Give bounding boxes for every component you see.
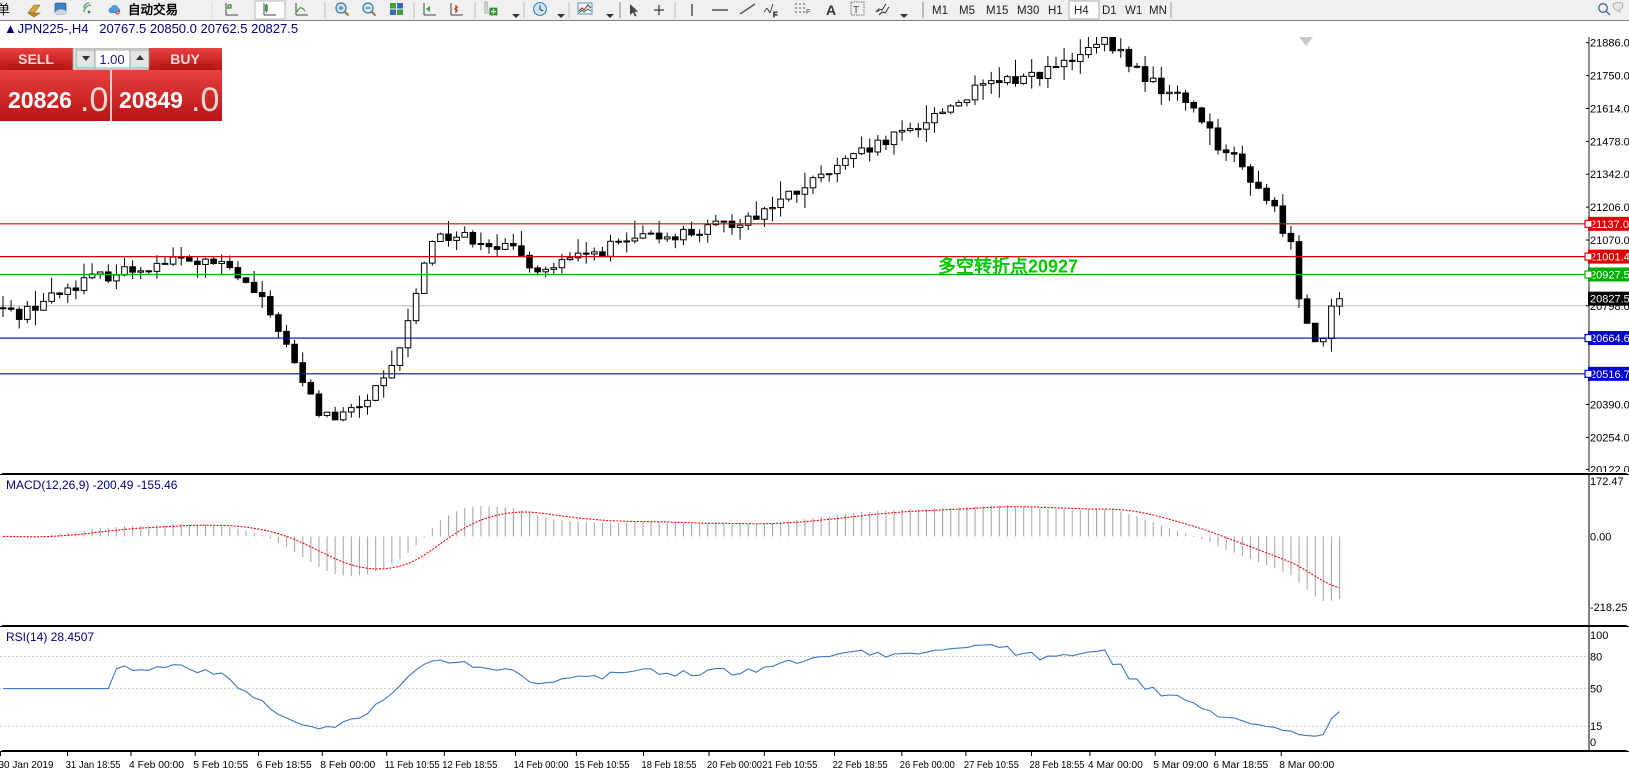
- svg-text:21 Feb 10:55: 21 Feb 10:55: [762, 760, 817, 771]
- svg-text:172.47: 172.47: [1590, 476, 1624, 488]
- svg-text:20927.5: 20927.5: [1590, 269, 1629, 281]
- svg-text:H4: H4: [1074, 5, 1089, 17]
- svg-text:20827.5: 20827.5: [1590, 294, 1629, 306]
- svg-text:-218.25: -218.25: [1590, 602, 1627, 614]
- svg-text:21001.4: 21001.4: [1590, 252, 1629, 264]
- svg-text:6 Mar 18:55: 6 Mar 18:55: [1213, 760, 1268, 771]
- svg-text:6 Feb 18:55: 6 Feb 18:55: [257, 760, 312, 771]
- svg-text:14 Feb 00:00: 14 Feb 00:00: [514, 760, 569, 771]
- svg-text:21342.0: 21342.0: [1590, 169, 1629, 181]
- svg-text:F: F: [806, 9, 810, 16]
- svg-text:27 Feb 10:55: 27 Feb 10:55: [964, 760, 1019, 771]
- svg-text:MN: MN: [1149, 5, 1167, 17]
- svg-text:多空转折点20927: 多空转折点20927: [938, 255, 1078, 276]
- svg-text:.0: .0: [80, 81, 108, 119]
- svg-text:D1: D1: [1102, 5, 1117, 17]
- svg-text:20849: 20849: [119, 87, 183, 113]
- svg-text:26 Feb 00:00: 26 Feb 00:00: [900, 760, 955, 771]
- svg-text:8 Mar 00:00: 8 Mar 00:00: [1279, 760, 1334, 771]
- svg-text:18 Feb 18:55: 18 Feb 18:55: [642, 760, 697, 771]
- svg-text:30 Jan 2019: 30 Jan 2019: [0, 760, 54, 771]
- svg-text:15 Feb 10:55: 15 Feb 10:55: [574, 760, 629, 771]
- svg-text:4 Mar 00:00: 4 Mar 00:00: [1088, 760, 1143, 771]
- svg-text:自动交易: 自动交易: [128, 2, 178, 17]
- svg-text:5 Feb 10:55: 5 Feb 10:55: [193, 760, 248, 771]
- svg-text:20390.0: 20390.0: [1590, 399, 1629, 411]
- svg-text:21137.0: 21137.0: [1590, 219, 1629, 231]
- svg-text:W1: W1: [1125, 5, 1142, 17]
- svg-text:M15: M15: [986, 5, 1008, 17]
- svg-text:80: 80: [1590, 651, 1602, 663]
- svg-text:20122.0: 20122.0: [1590, 464, 1629, 472]
- svg-text:M30: M30: [1017, 5, 1039, 17]
- svg-text:20664.6: 20664.6: [1590, 333, 1629, 345]
- svg-text:5 Mar 09:00: 5 Mar 09:00: [1153, 760, 1208, 771]
- svg-text:20 Feb 00:00: 20 Feb 00:00: [707, 760, 762, 771]
- svg-text:50: 50: [1590, 684, 1602, 696]
- svg-text:21614.0: 21614.0: [1590, 103, 1629, 115]
- svg-text:21886.0: 21886.0: [1590, 38, 1629, 50]
- svg-text:BUY: BUY: [170, 51, 200, 67]
- svg-text:100: 100: [1590, 630, 1608, 642]
- svg-text:SELL: SELL: [18, 51, 54, 67]
- svg-text:MACD(12,26,9) -200.49 -155.46: MACD(12,26,9) -200.49 -155.46: [6, 478, 178, 492]
- svg-text:M5: M5: [959, 5, 975, 17]
- svg-text:RSI(14) 28.4507: RSI(14) 28.4507: [6, 630, 94, 644]
- svg-text:20516.7: 20516.7: [1590, 369, 1629, 381]
- svg-text:4 Feb 00:00: 4 Feb 00:00: [129, 760, 184, 771]
- svg-text:8 Feb 00:00: 8 Feb 00:00: [320, 760, 375, 771]
- svg-text:1.00: 1.00: [99, 52, 124, 67]
- svg-text:21206.0: 21206.0: [1590, 202, 1629, 214]
- svg-text:0: 0: [1590, 737, 1596, 749]
- svg-text:20254.0: 20254.0: [1590, 432, 1629, 444]
- svg-text:21478.0: 21478.0: [1590, 136, 1629, 148]
- svg-text:单: 单: [0, 2, 10, 17]
- svg-text:15: 15: [1590, 721, 1602, 733]
- svg-text:M1: M1: [932, 5, 948, 17]
- svg-text:.0: .0: [191, 81, 219, 119]
- svg-text:T: T: [853, 5, 859, 16]
- svg-text:11 Feb 10:55: 11 Feb 10:55: [385, 760, 440, 771]
- svg-text:21750.0: 21750.0: [1590, 71, 1629, 83]
- svg-text:12 Feb 18:55: 12 Feb 18:55: [442, 760, 497, 771]
- svg-text:F: F: [773, 12, 777, 19]
- svg-text:31 Jan 18:55: 31 Jan 18:55: [66, 760, 121, 771]
- svg-text:0.00: 0.00: [1590, 531, 1611, 543]
- svg-text:A: A: [826, 2, 836, 18]
- svg-text:20826: 20826: [8, 87, 72, 113]
- svg-text:22 Feb 18:55: 22 Feb 18:55: [833, 760, 888, 771]
- svg-text:21070.0: 21070.0: [1590, 235, 1629, 247]
- svg-text:H1: H1: [1048, 5, 1063, 17]
- svg-text:28 Feb 18:55: 28 Feb 18:55: [1030, 760, 1085, 771]
